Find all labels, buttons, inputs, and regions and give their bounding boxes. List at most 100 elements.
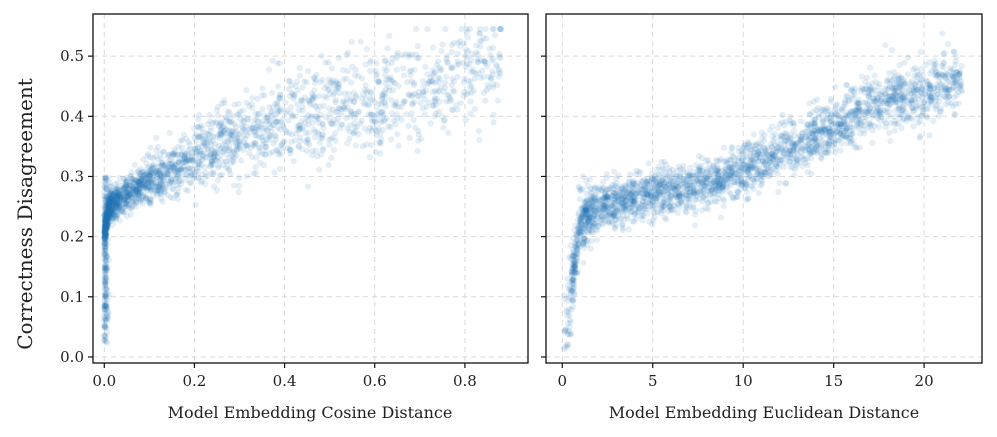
scatter-point <box>328 135 335 142</box>
scatter-point <box>583 177 590 184</box>
scatter-point <box>134 169 141 176</box>
scatter-point <box>188 172 195 179</box>
scatter-point <box>108 208 115 215</box>
scatter-point <box>105 212 112 219</box>
scatter-point <box>101 297 108 305</box>
scatter-point <box>106 207 113 214</box>
scatter-point <box>215 164 222 171</box>
scatter-point <box>419 105 426 112</box>
scatter-point <box>129 178 136 185</box>
scatter-point <box>141 184 148 191</box>
scatter-point <box>882 42 889 49</box>
scatter-point <box>222 142 229 149</box>
scatter-point <box>215 142 222 149</box>
scatter-point <box>202 135 209 142</box>
scatter-point <box>204 121 211 128</box>
scatter-point <box>566 294 573 301</box>
scatter-point <box>790 127 798 134</box>
scatter-point <box>102 193 109 201</box>
scatter-point <box>103 285 110 292</box>
scatter-point <box>312 103 319 110</box>
scatter-point <box>199 143 206 150</box>
scatter-point <box>365 102 372 109</box>
scatter-point <box>431 113 438 120</box>
scatter-point <box>262 151 269 158</box>
scatter-point <box>323 82 330 89</box>
scatter-point <box>389 110 396 117</box>
scatter-point <box>142 173 149 180</box>
scatter-point <box>135 195 142 202</box>
scatter-point <box>291 91 298 98</box>
scatter-point <box>271 169 278 176</box>
scatter-point <box>213 107 220 114</box>
scatter-point <box>478 38 485 45</box>
scatter-point <box>483 35 490 42</box>
scatter-point <box>101 233 108 241</box>
scatter-point <box>119 203 126 210</box>
scatter-point <box>157 171 164 178</box>
scatter-point <box>147 178 154 185</box>
scatter-point <box>117 197 125 204</box>
scatter-point <box>113 194 121 201</box>
scatter-point <box>265 120 272 128</box>
scatter-point <box>404 79 411 86</box>
scatter-point <box>610 202 617 209</box>
scatter-point <box>171 150 178 157</box>
scatter-point <box>420 83 427 90</box>
scatter-point <box>841 121 848 128</box>
scatter-point <box>919 82 926 89</box>
scatter-point <box>136 182 143 189</box>
scatter-point <box>142 184 149 191</box>
scatter-point <box>104 264 111 271</box>
scatter-point <box>113 214 120 221</box>
scatter-point <box>178 166 185 173</box>
scatter-point <box>226 167 233 174</box>
scatter-point <box>228 153 235 160</box>
scatter-point <box>891 127 898 134</box>
scatter-point <box>101 174 108 181</box>
scatter-point <box>296 65 303 72</box>
scatter-point <box>102 290 109 297</box>
scatter-point <box>102 234 109 241</box>
scatter-point <box>172 176 179 183</box>
scatter-point <box>164 177 172 184</box>
scatter-point <box>454 73 461 80</box>
scatter-point <box>102 246 109 254</box>
scatter-point <box>118 193 125 200</box>
scatter-point <box>320 125 327 132</box>
scatter-point <box>177 167 184 174</box>
scatter-point <box>253 154 260 161</box>
scatter-point <box>221 130 228 137</box>
scatter-point <box>103 230 110 237</box>
scatter-point <box>198 161 205 168</box>
scatter-point <box>473 42 480 49</box>
scatter-point <box>101 228 108 235</box>
scatter-point <box>103 318 110 325</box>
scatter-point <box>225 108 233 115</box>
scatter-point <box>194 165 201 172</box>
scatter-point <box>153 173 160 181</box>
scatter-point <box>274 124 281 131</box>
scatter-point <box>875 123 883 130</box>
scatter-point <box>266 133 273 141</box>
scatter-point <box>382 57 389 64</box>
scatter-point <box>432 79 439 86</box>
scatter-point <box>101 247 108 254</box>
left-ticks: 0.0 0.2 0.4 0.6 0.80.00.10.20.30.40.5 <box>60 47 477 390</box>
scatter-point <box>106 195 113 202</box>
scatter-point <box>152 184 159 191</box>
scatter-point <box>216 123 223 130</box>
scatter-point <box>102 278 109 285</box>
scatter-point <box>107 209 114 216</box>
scatter-point <box>915 102 922 110</box>
scatter-point <box>195 158 202 165</box>
scatter-point <box>309 93 316 100</box>
scatter-point <box>464 54 471 61</box>
scatter-point <box>379 126 386 134</box>
scatter-point <box>353 92 360 99</box>
scatter-point <box>311 87 318 94</box>
scatter-point <box>115 202 122 209</box>
scatter-point <box>144 186 151 193</box>
scatter-point <box>361 86 368 93</box>
scatter-point <box>357 38 364 45</box>
